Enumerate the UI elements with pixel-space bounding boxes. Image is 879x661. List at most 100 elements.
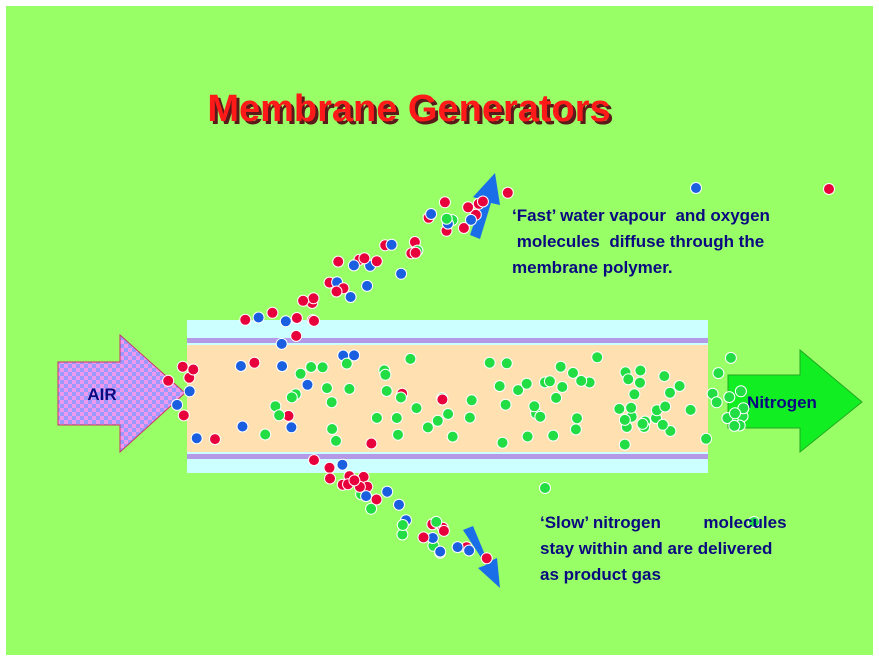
molecule	[321, 382, 333, 395]
molecule	[684, 403, 697, 416]
molecule	[547, 429, 560, 442]
molecule	[187, 363, 200, 376]
title-shadow: Membrane Generators	[210, 91, 613, 133]
caption-line: stay within and are delivered	[540, 539, 772, 558]
molecule	[700, 432, 713, 445]
molecule	[618, 413, 631, 426]
molecule	[392, 428, 404, 441]
molecule	[748, 516, 760, 528]
molecule	[500, 357, 513, 370]
molecule	[305, 361, 318, 373]
molecule	[336, 458, 349, 471]
molecule	[183, 385, 196, 398]
molecule	[361, 279, 374, 292]
molecule	[390, 412, 403, 424]
molecule	[279, 315, 292, 328]
caption-slow: ‘Slow’ nitrogen molecules stay within an…	[540, 513, 787, 584]
molecule	[710, 396, 723, 409]
molecule	[613, 402, 626, 415]
molecule	[385, 238, 398, 251]
molecule	[437, 524, 450, 537]
molecule	[239, 313, 252, 326]
molecule	[236, 420, 249, 433]
molecule	[712, 367, 725, 380]
molecule	[370, 255, 383, 268]
molecule	[440, 212, 453, 225]
molecule	[308, 314, 320, 327]
molecule	[365, 502, 378, 515]
molecule	[442, 408, 455, 420]
molecule	[622, 373, 635, 386]
caption-line: molecules diffuse through the	[512, 232, 764, 251]
molecule	[438, 196, 451, 209]
molecule	[446, 430, 459, 443]
molecule	[404, 352, 417, 365]
molecule	[520, 377, 533, 390]
molecule	[308, 454, 320, 467]
molecule	[636, 417, 649, 430]
molecule	[567, 366, 579, 379]
air-arrow-shape	[57, 333, 186, 454]
molecule	[343, 382, 356, 395]
title: Membrane Generators	[207, 88, 610, 130]
caption-line: ‘Fast’ water vapour and oxygen	[512, 206, 770, 225]
molecule	[690, 182, 702, 194]
molecule	[729, 407, 741, 420]
molecule	[348, 474, 361, 487]
molecule	[543, 375, 556, 388]
molecule	[190, 432, 203, 445]
molecule	[618, 438, 631, 451]
molecule	[463, 544, 476, 557]
molecule	[394, 391, 407, 404]
caption-fast: ‘Fast’ water vapour and oxygen molecules…	[512, 206, 770, 277]
molecule	[539, 482, 551, 494]
molecule	[381, 485, 394, 498]
molecule	[476, 195, 489, 208]
molecule	[290, 312, 303, 324]
molecule	[330, 434, 342, 447]
molecule	[290, 329, 303, 342]
molecule	[528, 400, 541, 413]
molecule	[554, 360, 567, 373]
molecule	[534, 410, 547, 423]
molecule	[316, 361, 329, 374]
molecule	[634, 364, 647, 377]
molecule	[344, 291, 357, 303]
molecule	[556, 381, 569, 393]
molecule	[417, 531, 430, 544]
molecule	[465, 213, 477, 226]
molecule	[259, 428, 272, 441]
molecule	[393, 498, 405, 511]
molecule	[658, 370, 671, 383]
molecule	[358, 252, 371, 265]
molecule	[176, 360, 189, 373]
molecule	[365, 437, 378, 450]
molecule	[234, 360, 247, 372]
molecule	[431, 414, 444, 427]
molecule	[628, 388, 641, 401]
molecule	[340, 357, 353, 370]
molecule	[664, 386, 676, 399]
air-arrow: AIR	[57, 333, 186, 454]
nitrogen-label: Nitrogen	[747, 393, 817, 412]
molecule	[634, 376, 646, 389]
molecule	[325, 396, 338, 409]
molecule	[673, 380, 686, 392]
molecule	[483, 356, 496, 369]
molecule	[326, 423, 339, 435]
molecules	[162, 182, 835, 565]
molecule	[575, 374, 588, 387]
caption-line: as product gas	[540, 565, 661, 584]
molecule	[177, 409, 190, 422]
molecule	[324, 472, 336, 485]
molecule	[569, 423, 582, 436]
molecule	[823, 183, 835, 195]
molecule	[285, 391, 298, 404]
molecule	[323, 461, 336, 474]
molecule	[550, 391, 563, 404]
molecule	[659, 400, 672, 413]
molecule	[301, 378, 314, 391]
molecule	[625, 401, 638, 414]
molecule	[395, 267, 408, 280]
molecule	[273, 409, 286, 422]
